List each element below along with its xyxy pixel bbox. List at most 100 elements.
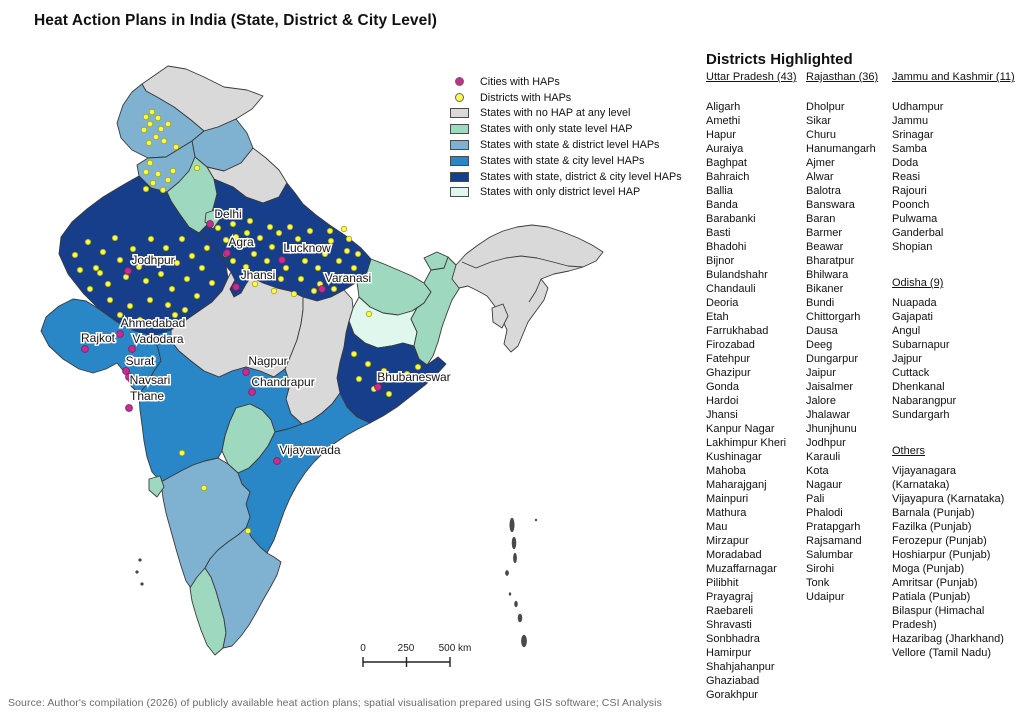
district-item: Shopian: [892, 241, 933, 253]
legend-row: States with state, district & city level…: [450, 169, 682, 185]
district-hap-dot: [183, 275, 191, 283]
district-hap-dot: [164, 176, 172, 184]
district-item: Subarnapur: [892, 339, 950, 351]
district-item: Angul: [892, 325, 921, 337]
district-item: Fatehpur: [706, 353, 751, 365]
district-item: Kanpur Nagar: [706, 423, 775, 435]
district-item: Bhilwara: [806, 269, 849, 281]
city-label: Thane: [130, 389, 164, 403]
legend-label: States with state & district level HAPs: [480, 139, 660, 152]
district-hap-dot: [152, 255, 160, 263]
city-hap-dot: [122, 367, 130, 375]
legend-swatch: [450, 108, 469, 119]
district-item: Udaipur: [806, 591, 845, 603]
scale-bar: 0 250 500 km: [360, 643, 471, 667]
legend-swatch: [455, 77, 464, 87]
district-hap-dot: [301, 257, 309, 265]
district-hap-dot: [294, 235, 302, 243]
district-hap-dot: [365, 310, 373, 318]
city-label: Bhubaneswar: [377, 370, 450, 384]
district-item: Sirohi: [806, 563, 835, 575]
district-hap-dot: [414, 363, 422, 371]
lakshadweep-islands: [135, 558, 144, 586]
district-item: Dholpur: [806, 101, 845, 113]
district-item: Basti: [706, 227, 731, 239]
district-item: Jajpur: [892, 353, 922, 365]
district-hap-dot: [162, 244, 170, 252]
district-hap-dot: [229, 220, 237, 228]
district-hap-dot: [229, 257, 237, 265]
panel-column-jk-odisha-others: Jammu and Kashmir (11) Udhampur Jammu Srina…: [892, 70, 1015, 724]
district-hap-dot: [86, 285, 94, 293]
district-hap-dot: [200, 484, 208, 492]
district-hap-dot: [111, 234, 119, 242]
district-item: Hazaribag (Jharkhand): [892, 633, 1004, 645]
district-hap-dot: [242, 263, 250, 271]
district-hap-dot: [154, 114, 162, 122]
district-item: Aligarh: [706, 101, 741, 113]
district-item: Banswara: [806, 199, 855, 211]
district-item: Auraiya: [706, 143, 744, 155]
district-hap-dot: [287, 247, 295, 255]
district-hap-dot: [321, 250, 329, 258]
district-item: Shahjahanpur: [706, 661, 775, 673]
legend-swatch: [450, 124, 469, 135]
district-hap-dot: [135, 263, 143, 271]
district-item: Bikaner: [806, 283, 844, 295]
district-item: Baran: [806, 213, 836, 225]
page-title: Heat Action Plans in India (State, Distr…: [34, 12, 438, 29]
city-label: Agra: [228, 235, 254, 249]
city-label: Rajkot: [81, 331, 116, 345]
district-item: Doda: [892, 157, 919, 169]
legend-label: Cities with HAPs: [480, 75, 560, 88]
district-hap-dot: [181, 306, 189, 314]
district-hap-dot: [122, 273, 130, 281]
district-hap-dot: [310, 287, 318, 295]
district-item: Ghazipur: [706, 367, 751, 379]
district-hap-dot: [364, 360, 372, 368]
district-hap-dot: [350, 264, 358, 272]
district-hap-dot: [306, 227, 314, 235]
district-hap-dot: [142, 168, 150, 176]
city-label: Varanasi: [325, 271, 371, 285]
district-item: Shravasti: [706, 619, 752, 631]
legend-row: Districts with HAPs: [450, 90, 682, 106]
district-hap-dot: [116, 311, 124, 319]
district-item: Maharajganj: [706, 479, 767, 491]
legend-label: States with state & city level HAPs: [480, 154, 645, 167]
district-item: Chandauli: [706, 283, 756, 295]
panel-column-rajasthan: Rajasthan (36) Dholpur Sikar Churu Hanumanga…: [806, 70, 892, 724]
district-item: Farrukhabad: [706, 325, 769, 337]
district-item: Nuapada: [892, 297, 937, 309]
district-hap-dot: [354, 250, 362, 258]
district-item: Ferozepur (Punjab): [892, 535, 987, 547]
city-hap-dot: [273, 457, 281, 465]
district-item: Bulandshahr: [706, 269, 768, 281]
district-hap-dot: [159, 186, 167, 194]
district-hap-dot: [96, 269, 104, 277]
city-label: Ahmedabad: [121, 316, 186, 330]
legend-row: States with only state level HAP: [450, 121, 682, 137]
district-group-header: Rajasthan (36): [806, 71, 879, 83]
legend-label: Districts with HAPs: [480, 91, 572, 104]
district-item: Bahraich: [706, 171, 750, 183]
district-item: Rajsamand: [806, 535, 862, 547]
district-hap-dot: [178, 235, 186, 243]
district-item: Firozabad: [706, 339, 755, 351]
district-group: Rajasthan (36) Dholpur Sikar Churu Hanumanga…: [806, 70, 892, 604]
district-hap-dot: [152, 133, 160, 141]
city-label: Chandrapur: [251, 375, 314, 389]
district-hap-dot: [146, 159, 154, 167]
district-item: Jodhpur: [806, 437, 846, 449]
district-hap-dot: [142, 113, 150, 121]
district-hap-dot: [246, 217, 254, 225]
district-item: Churu: [806, 129, 836, 141]
city-label: Navsari: [130, 373, 171, 387]
district-hap-dot: [214, 224, 222, 232]
district-item: Dhenkanal: [892, 381, 945, 393]
district-item: Hoshiarpur (Punjab): [892, 549, 991, 561]
city-label: Surat: [126, 354, 155, 368]
city-hap-dot: [124, 267, 132, 275]
district-hap-dot: [146, 120, 154, 128]
district-item: Vijayanagara (Karnataka): [892, 465, 957, 491]
